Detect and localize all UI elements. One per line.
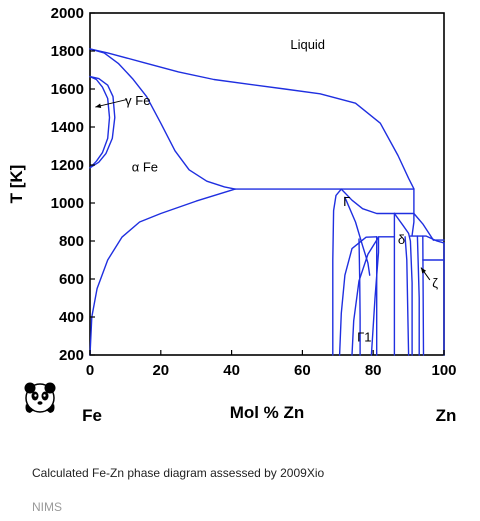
x-tick-label: 40 bbox=[223, 362, 240, 379]
x-axis-title: Mol % Zn bbox=[230, 403, 305, 422]
label-arrow-head bbox=[95, 103, 102, 109]
plot-frame bbox=[89, 12, 445, 356]
left-end-label: Fe bbox=[82, 406, 102, 425]
phase-boundary-5 bbox=[89, 75, 111, 169]
y-tick-label: 1000 bbox=[51, 195, 84, 212]
panda-logo-icon bbox=[24, 382, 56, 413]
x-ticks: 0 20 40 60 80 100 bbox=[86, 350, 457, 379]
phase-boundary-8 bbox=[393, 212, 435, 241]
phase-boundary-1 bbox=[89, 48, 236, 190]
source-label: NIMS bbox=[32, 500, 62, 514]
phase-boundaries bbox=[89, 48, 445, 356]
region-labels: Liquid γ Fe α Fe Γδ Γ1 ζ bbox=[125, 37, 438, 345]
label-arrows bbox=[95, 98, 431, 281]
y-tick-label: 1200 bbox=[51, 157, 84, 174]
phase-boundary-6 bbox=[332, 188, 342, 356]
phase-boundary-16 bbox=[393, 212, 413, 356]
phase-boundary-12 bbox=[351, 236, 380, 356]
phase-boundary-18 bbox=[411, 188, 415, 237]
y-tick-label: 800 bbox=[59, 233, 84, 250]
label-arrow-head bbox=[420, 267, 427, 274]
x-tick-label: 80 bbox=[365, 362, 382, 379]
phase-boundary-0 bbox=[89, 48, 415, 190]
phase-boundary-10 bbox=[358, 238, 361, 356]
y-tick-label: 2000 bbox=[51, 5, 84, 22]
y-axis-title: T [K] bbox=[7, 165, 26, 204]
phase-boundary-20 bbox=[416, 235, 420, 356]
x-tick-label: 20 bbox=[152, 362, 169, 379]
phase-boundary-21 bbox=[422, 235, 425, 356]
y-tick-label: 1400 bbox=[51, 119, 84, 136]
phase-boundary-17 bbox=[404, 236, 410, 356]
phase-boundary-2 bbox=[89, 188, 236, 356]
x-tick-label: 60 bbox=[294, 362, 311, 379]
phase-boundary-4 bbox=[89, 75, 116, 169]
phase-boundary-11 bbox=[338, 236, 378, 356]
phase-boundary-9 bbox=[344, 196, 371, 276]
figure-caption: Calculated Fe-Zn phase diagram assessed … bbox=[32, 466, 325, 480]
y-tick-label: 400 bbox=[59, 309, 84, 326]
phase-diagram: 0 20 40 60 80 100 200 400 600 800 1000 1200 1400 160… bbox=[7, 5, 457, 425]
region-label: Liquid bbox=[290, 37, 325, 52]
phase-boundary-13 bbox=[370, 236, 396, 356]
right-end-label: Zn bbox=[436, 406, 457, 425]
y-tick-label: 200 bbox=[59, 347, 84, 364]
y-ticks: 200 400 600 800 1000 1200 1400 1600 1800 2000 bbox=[51, 5, 95, 364]
region-label: γ Fe bbox=[125, 93, 150, 108]
x-tick-label: 0 bbox=[86, 362, 94, 379]
region-label: Γ1 bbox=[357, 330, 371, 345]
y-tick-label: 600 bbox=[59, 271, 84, 288]
y-tick-label: 1800 bbox=[51, 43, 84, 60]
y-tick-label: 1600 bbox=[51, 81, 84, 98]
phase-boundary-7 bbox=[340, 188, 396, 215]
region-label: δ bbox=[398, 232, 405, 247]
region-label: ζ bbox=[432, 276, 438, 291]
phase-boundary-19 bbox=[409, 235, 445, 244]
region-label: α Fe bbox=[132, 160, 158, 175]
x-tick-label: 100 bbox=[431, 362, 456, 379]
region-label: Γ bbox=[343, 194, 350, 209]
